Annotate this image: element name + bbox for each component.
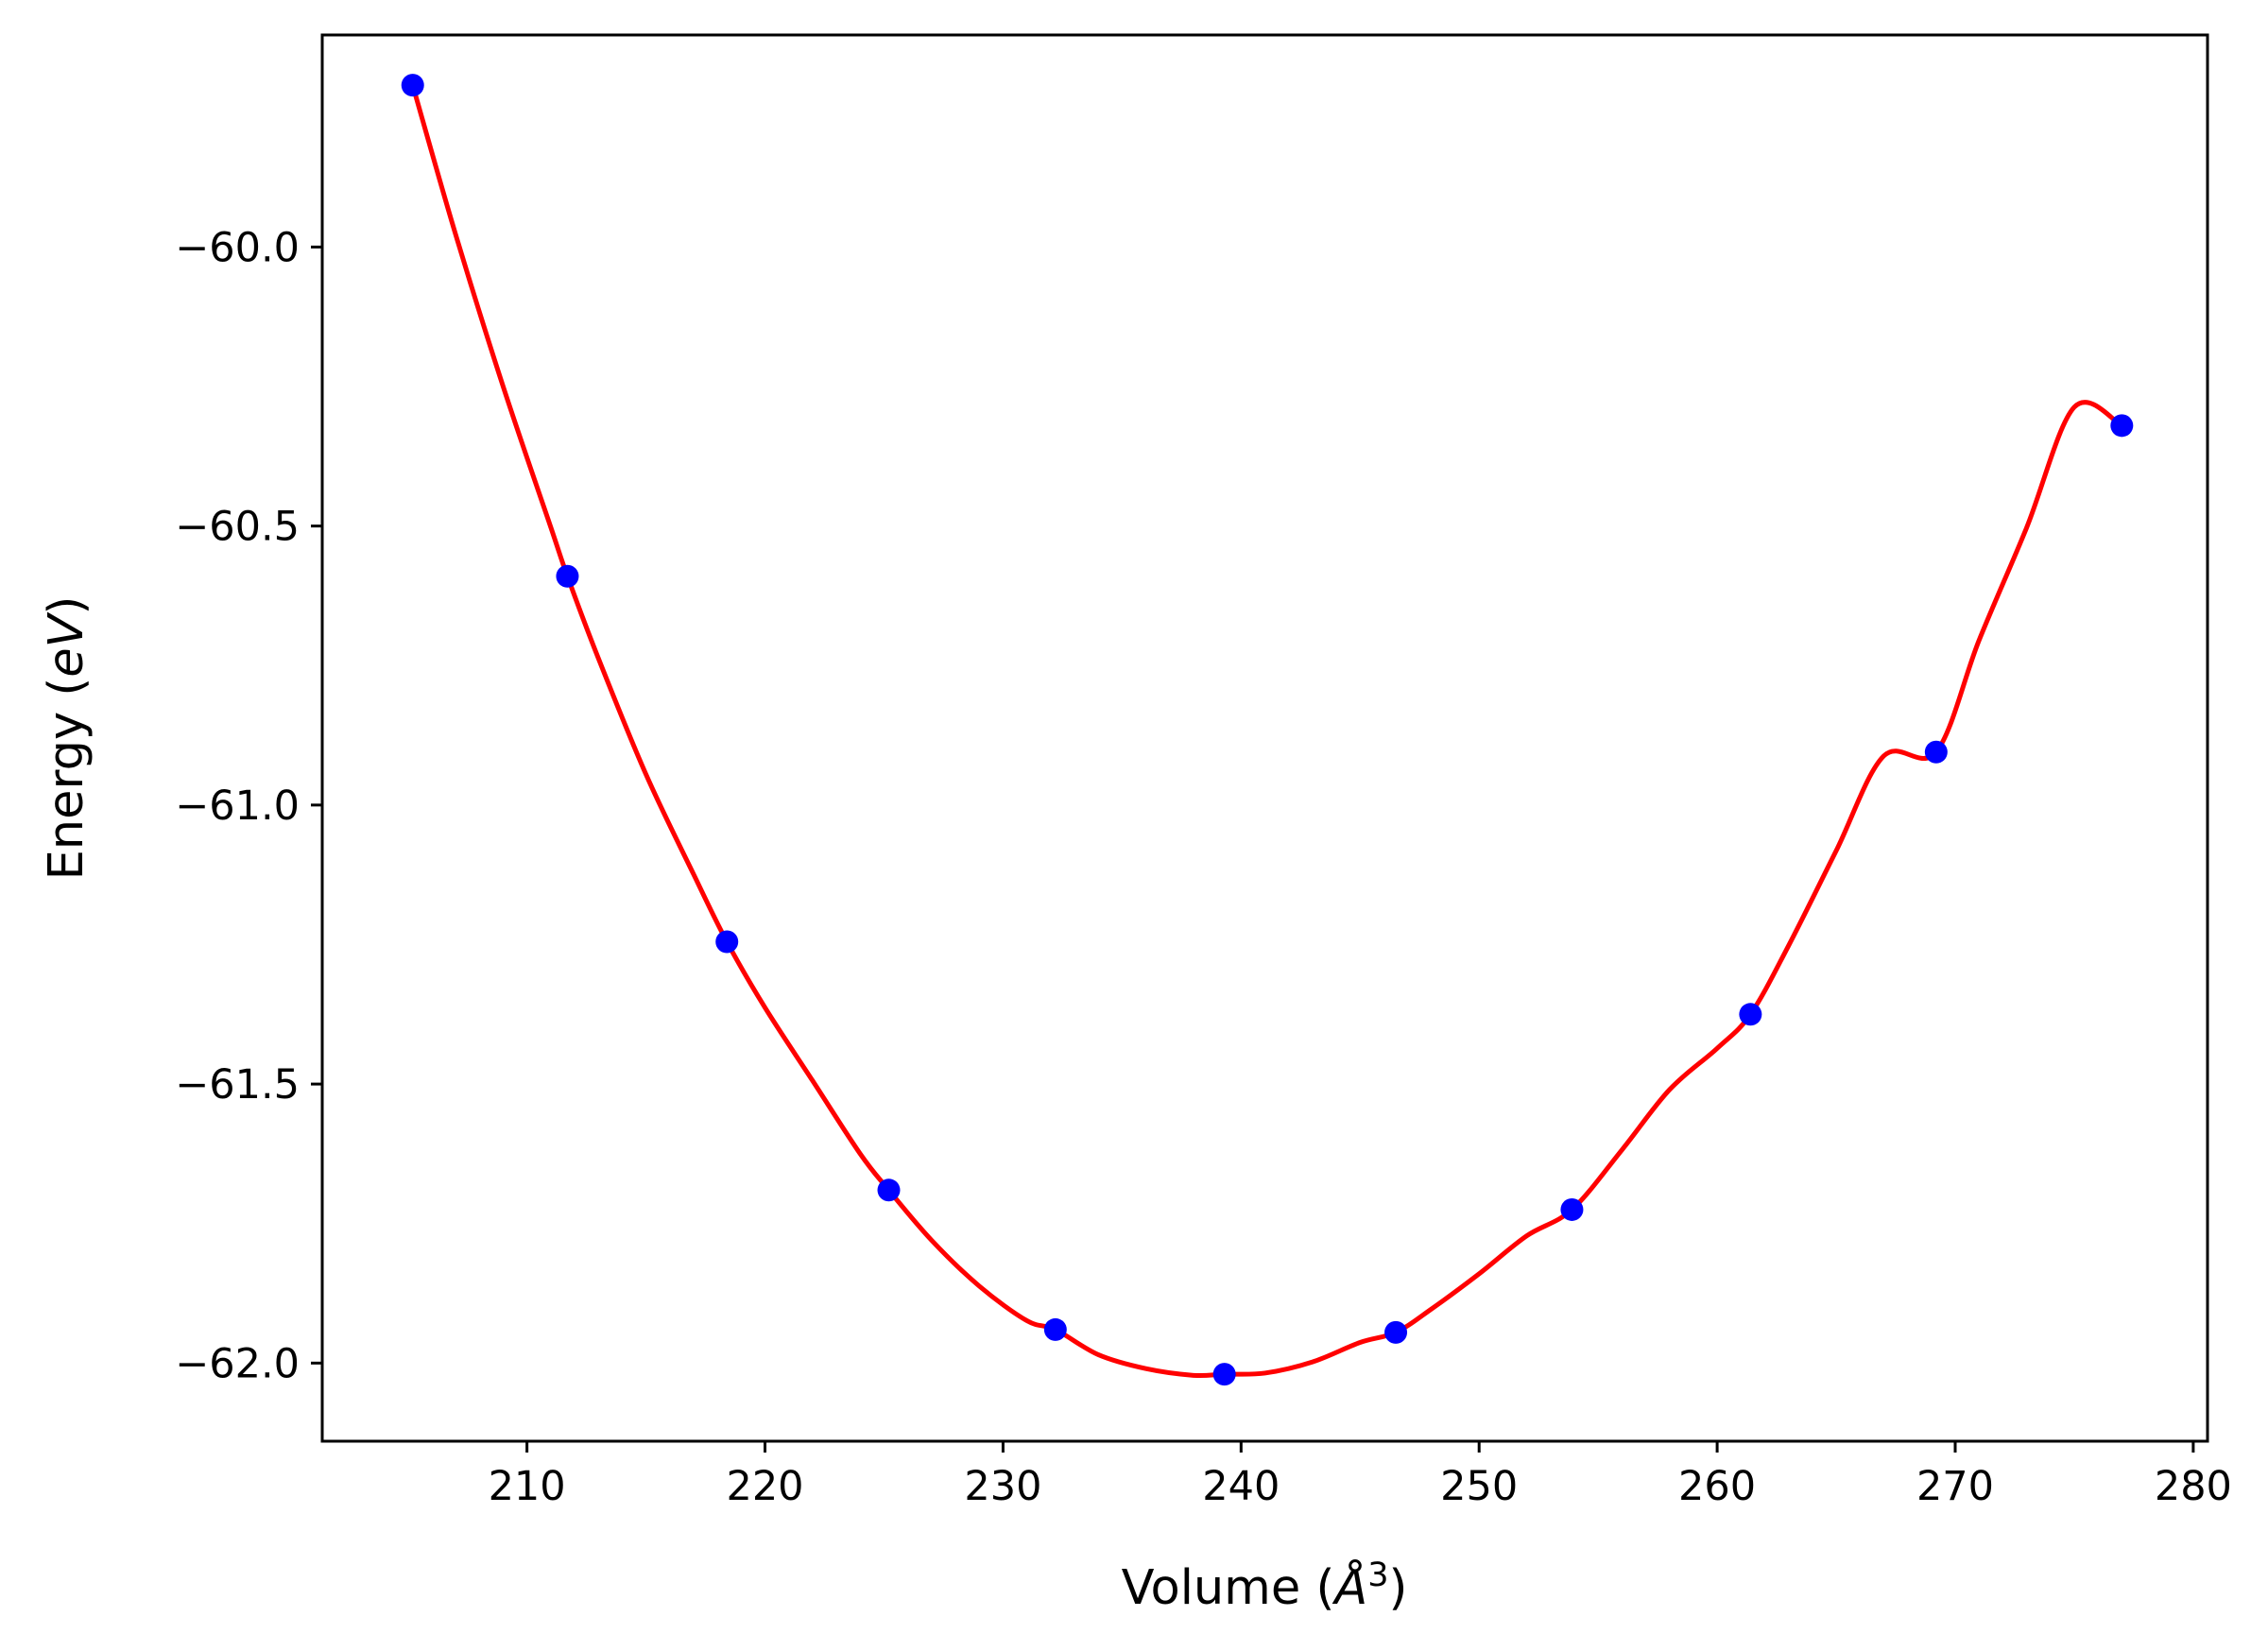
x-tick-label: 280 [2155, 1463, 2232, 1510]
y-tick-label: −60.0 [175, 224, 300, 271]
x-tick-label: 240 [1202, 1463, 1280, 1510]
data-point [1924, 740, 1948, 764]
x-axis-label: Volume (Å3) [1122, 1556, 1408, 1616]
x-tick-label: 250 [1440, 1463, 1518, 1510]
plot-area [401, 74, 2134, 1386]
data-point [556, 564, 579, 588]
axes-ticks: 210 220 230 240 250 260 270 280 −60.0 −60.5 −61.0 −… [175, 224, 2232, 1510]
y-tick-label: −61.0 [175, 783, 300, 830]
data-point [877, 1178, 901, 1202]
y-axis-label: Energy (eV) [39, 596, 94, 881]
y-tick-label: −60.5 [175, 504, 300, 551]
y-tick-label: −61.5 [175, 1061, 300, 1109]
y-tick-label: −62.0 [175, 1340, 300, 1387]
data-point [1043, 1317, 1067, 1341]
x-tick-label: 220 [726, 1463, 803, 1510]
axes-frame [320, 33, 2209, 1443]
data-point [715, 930, 739, 954]
data-point [1212, 1363, 1236, 1386]
x-tick-label: 270 [1916, 1463, 1994, 1510]
x-tick-label: 260 [1678, 1463, 1756, 1510]
data-point [1739, 1003, 1762, 1026]
data-point [1560, 1197, 1584, 1221]
x-tick-label: 230 [964, 1463, 1041, 1510]
x-tick-label: 210 [489, 1463, 566, 1510]
data-point [2110, 414, 2134, 438]
data-point [401, 74, 424, 97]
data-point [1384, 1320, 1408, 1344]
